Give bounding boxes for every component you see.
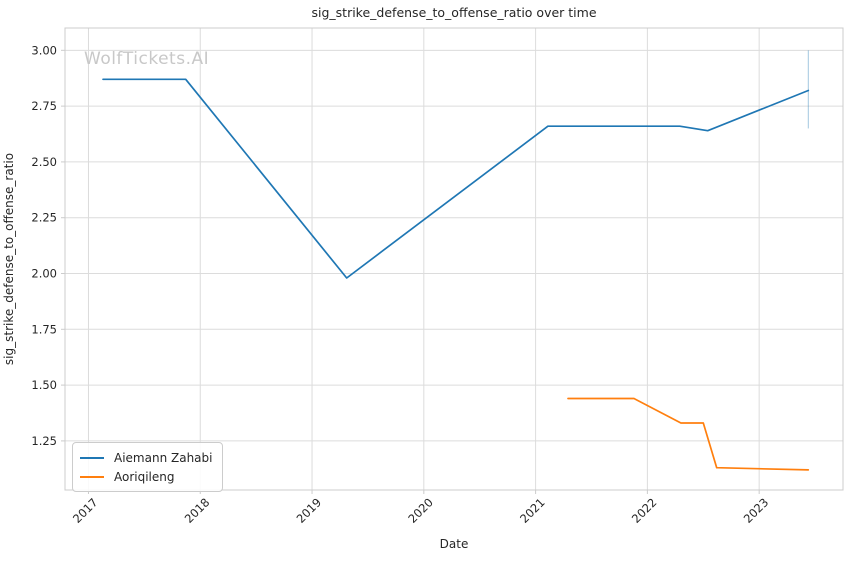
x-tick-label: 2018	[182, 495, 213, 526]
x-tick-label: 2022	[629, 495, 660, 526]
x-tick-label: 2021	[517, 495, 548, 526]
x-tick-label: 2023	[741, 495, 772, 526]
y-tick-label: 3.00	[31, 43, 57, 57]
legend-label: Aoriqileng	[114, 469, 175, 484]
x-tick-label: 2017	[70, 495, 101, 526]
legend-line-swatch-orange	[80, 475, 104, 478]
y-tick-label: 1.25	[31, 434, 57, 448]
chart-title: sig_strike_defense_to_offense_ratio over…	[311, 5, 597, 20]
y-tick-label: 2.25	[31, 211, 57, 225]
plot-spines	[64, 27, 844, 491]
x-tick-label: 2020	[405, 495, 436, 526]
y-tick-label: 1.50	[31, 378, 57, 392]
x-axis-label: Date	[439, 537, 469, 551]
series-line-aiemann-zahabi	[102, 78, 810, 279]
legend-item-aoriqileng: Aoriqileng	[80, 467, 212, 486]
legend-line-swatch-blue	[80, 456, 104, 459]
y-axis-label: sig_strike_defense_to_offense_ratio	[2, 152, 16, 366]
y-tick-label: 1.75	[31, 322, 57, 336]
watermark: WolfTickets.AI	[84, 49, 210, 69]
y-tick-label: 2.75	[31, 99, 57, 113]
y-tick-label: 2.00	[31, 267, 57, 281]
legend: Aiemann Zahabi Aoriqileng	[72, 442, 224, 492]
legend-item-aiemann-zahabi: Aiemann Zahabi	[80, 448, 212, 467]
x-tick-label: 2019	[294, 495, 325, 526]
y-tick-label: 2.50	[31, 155, 57, 169]
series-line-aoriqileng	[567, 397, 810, 471]
legend-label: Aiemann Zahabi	[114, 450, 213, 465]
